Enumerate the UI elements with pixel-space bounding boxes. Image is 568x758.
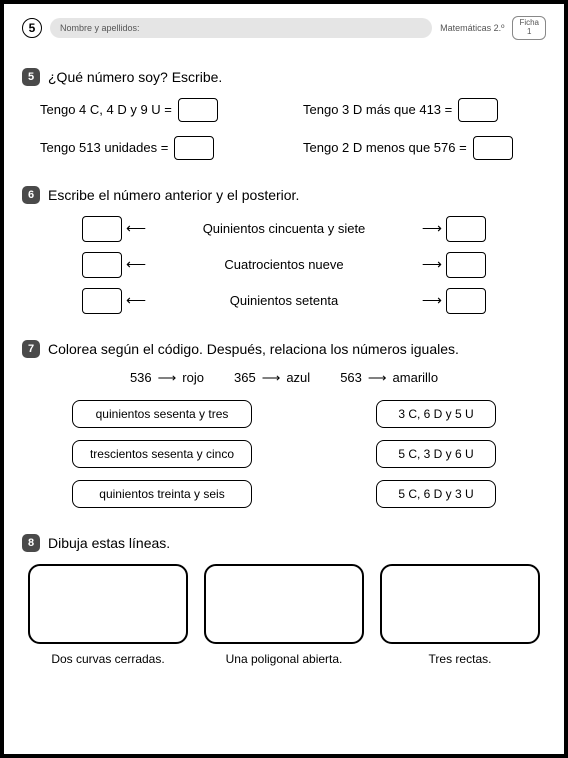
ex6-number-word: Cuatrocientos nueve — [150, 257, 418, 272]
word-box-left[interactable]: quinientos sesenta y tres — [72, 400, 252, 428]
word-box-left[interactable]: trescientos sesenta y cinco — [72, 440, 252, 468]
matching-pairs: quinientos sesenta y tres 3 C, 6 D y 5 U… — [22, 400, 546, 508]
arrow-right-icon: ⟶ — [368, 370, 387, 386]
exercise-5: 5 ¿Qué número soy? Escribe. Tengo 4 C, 4… — [22, 68, 546, 160]
word-box-left[interactable]: quinientos treinta y seis — [72, 480, 252, 508]
ex8-item: Dos curvas cerradas. — [28, 564, 188, 666]
color-legend: 536 ⟶ rojo 365 ⟶ azul 563 ⟶ amarillo — [22, 370, 546, 386]
legend-color: amarillo — [393, 370, 439, 385]
arrow-right-icon: ⟶ — [422, 292, 442, 309]
word-box-right[interactable]: 5 C, 3 D y 6 U — [376, 440, 496, 468]
exercise-5-grid: Tengo 4 C, 4 D y 9 U = Tengo 3 D más que… — [22, 98, 546, 160]
exercise-header: 6 Escribe el número anterior y el poster… — [22, 186, 546, 204]
ex8-item: Tres rectas. — [380, 564, 540, 666]
arrow-left-icon: ⟵ — [126, 292, 146, 309]
ficha-number: 1 — [519, 28, 539, 37]
name-input-area[interactable]: Nombre y apellidos: — [50, 18, 432, 38]
exercise-title: ¿Qué número soy? Escribe. — [48, 69, 222, 85]
drawing-boxes: Dos curvas cerradas. Una poligonal abier… — [22, 564, 546, 666]
legend-item: 536 ⟶ rojo — [130, 370, 204, 386]
exercise-header: 5 ¿Qué número soy? Escribe. — [22, 68, 546, 86]
word-box-right[interactable]: 5 C, 6 D y 3 U — [376, 480, 496, 508]
answer-box[interactable] — [178, 98, 218, 122]
ex8-item: Una poligonal abierta. — [204, 564, 364, 666]
exercise-header: 8 Dibuja estas líneas. — [22, 534, 546, 552]
ex5-prompt: Tengo 4 C, 4 D y 9 U = — [40, 102, 172, 117]
exercise-number: 8 — [22, 534, 40, 552]
drawing-area[interactable] — [28, 564, 188, 644]
exercise-6: 6 Escribe el número anterior y el poster… — [22, 186, 546, 314]
exercise-title: Colorea según el código. Después, relaci… — [48, 341, 459, 357]
answer-box-after[interactable] — [446, 252, 486, 278]
ficha-box: Ficha 1 — [512, 16, 546, 40]
exercise-header: 7 Colorea según el código. Después, rela… — [22, 340, 546, 358]
legend-number: 563 — [340, 370, 362, 385]
legend-number: 536 — [130, 370, 152, 385]
ex6-number-word: Quinientos setenta — [150, 293, 418, 308]
legend-item: 365 ⟶ azul — [234, 370, 310, 386]
arrow-right-icon: ⟶ — [422, 220, 442, 237]
ex5-item: Tengo 513 unidades = — [40, 136, 283, 160]
exercise-6-rows: ⟵ Quinientos cincuenta y siete ⟶ ⟵ Cuatr… — [22, 216, 546, 314]
arrow-right-icon: ⟶ — [262, 370, 281, 386]
arrow-right-icon: ⟶ — [422, 256, 442, 273]
ex5-prompt: Tengo 513 unidades = — [40, 140, 168, 155]
arrow-left-icon: ⟵ — [126, 220, 146, 237]
ex6-row: ⟵ Cuatrocientos nueve ⟶ — [82, 252, 486, 278]
answer-box-before[interactable] — [82, 252, 122, 278]
exercise-8: 8 Dibuja estas líneas. Dos curvas cerrad… — [22, 534, 546, 666]
answer-box-before[interactable] — [82, 288, 122, 314]
match-pair: quinientos treinta y seis 5 C, 6 D y 3 U — [72, 480, 496, 508]
answer-box[interactable] — [458, 98, 498, 122]
legend-color: rojo — [182, 370, 204, 385]
answer-box-after[interactable] — [446, 288, 486, 314]
ex5-item: Tengo 2 D menos que 576 = — [303, 136, 546, 160]
ex6-row: ⟵ Quinientos setenta ⟶ — [82, 288, 486, 314]
page-number: 5 — [22, 18, 42, 38]
word-box-right[interactable]: 3 C, 6 D y 5 U — [376, 400, 496, 428]
ex5-prompt: Tengo 2 D menos que 576 = — [303, 140, 467, 155]
exercise-number: 6 — [22, 186, 40, 204]
drawing-area[interactable] — [380, 564, 540, 644]
ex5-prompt: Tengo 3 D más que 413 = — [303, 102, 452, 117]
subject-label: Matemáticas 2.º — [440, 23, 504, 33]
exercise-7: 7 Colorea según el código. Después, rela… — [22, 340, 546, 508]
legend-color: azul — [286, 370, 310, 385]
exercise-title: Dibuja estas líneas. — [48, 535, 170, 551]
arrow-right-icon: ⟶ — [158, 370, 177, 386]
answer-box-before[interactable] — [82, 216, 122, 242]
ex6-row: ⟵ Quinientos cincuenta y siete ⟶ — [82, 216, 486, 242]
answer-box-after[interactable] — [446, 216, 486, 242]
match-pair: trescientos sesenta y cinco 5 C, 3 D y 6… — [72, 440, 496, 468]
drawing-area[interactable] — [204, 564, 364, 644]
legend-item: 563 ⟶ amarillo — [340, 370, 438, 386]
ex8-label: Tres rectas. — [429, 652, 492, 666]
ex8-label: Una poligonal abierta. — [226, 652, 343, 666]
worksheet-header: 5 Nombre y apellidos: Matemáticas 2.º Fi… — [22, 16, 546, 40]
ex8-label: Dos curvas cerradas. — [51, 652, 164, 666]
exercise-number: 7 — [22, 340, 40, 358]
answer-box[interactable] — [473, 136, 513, 160]
ex6-number-word: Quinientos cincuenta y siete — [150, 221, 418, 236]
ex5-item: Tengo 4 C, 4 D y 9 U = — [40, 98, 283, 122]
exercise-title: Escribe el número anterior y el posterio… — [48, 187, 299, 203]
answer-box[interactable] — [174, 136, 214, 160]
match-pair: quinientos sesenta y tres 3 C, 6 D y 5 U — [72, 400, 496, 428]
exercise-number: 5 — [22, 68, 40, 86]
legend-number: 365 — [234, 370, 256, 385]
arrow-left-icon: ⟵ — [126, 256, 146, 273]
ex5-item: Tengo 3 D más que 413 = — [303, 98, 546, 122]
